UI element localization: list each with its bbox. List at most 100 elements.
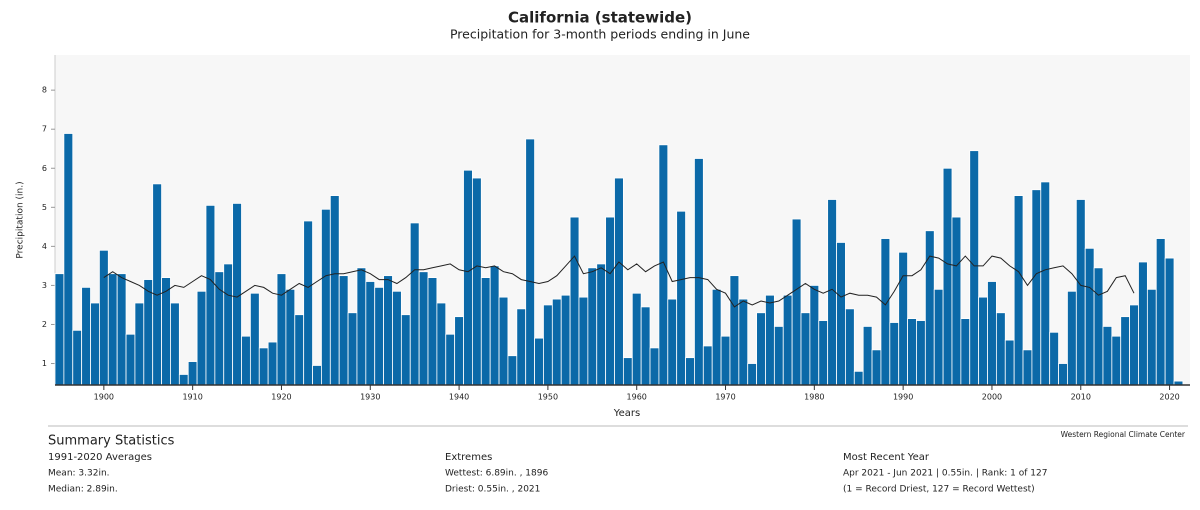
bar — [1004, 339, 1015, 386]
x-tick-label: 1910 — [182, 393, 202, 402]
bar — [516, 308, 527, 386]
bar — [303, 220, 313, 386]
y-tick-label: 3 — [42, 281, 47, 290]
bar — [276, 273, 287, 386]
bar — [933, 288, 944, 386]
chart-subtitle: Precipitation for 3-month periods ending… — [450, 27, 750, 42]
bar — [454, 316, 464, 386]
bar — [232, 203, 242, 386]
bar — [152, 183, 162, 386]
bar — [392, 290, 402, 386]
y-tick-label: 4 — [42, 242, 47, 251]
bar — [1040, 181, 1051, 386]
bar — [205, 204, 216, 386]
bar — [54, 273, 65, 386]
bar — [72, 329, 83, 386]
bar — [223, 263, 234, 386]
y-tick-label: 6 — [42, 164, 47, 173]
bar — [809, 285, 820, 386]
bar — [916, 320, 926, 386]
bar — [418, 271, 429, 386]
bar — [765, 294, 775, 386]
bar — [738, 298, 749, 386]
bar — [400, 314, 411, 386]
x-tick-label: 1950 — [538, 393, 558, 402]
bar — [578, 296, 589, 386]
summary-line: Driest: 0.55in. , 2021 — [445, 485, 540, 495]
bar — [1093, 267, 1104, 386]
bar — [1155, 238, 1166, 386]
bar — [143, 279, 154, 386]
x-tick-label: 1980 — [804, 393, 824, 402]
bar — [1146, 288, 1157, 386]
bar — [1138, 261, 1148, 386]
bar — [1058, 363, 1068, 386]
bar — [445, 333, 456, 386]
bar — [383, 275, 393, 386]
summary-heading: Extremes — [445, 452, 492, 463]
summary-title: Summary Statistics — [48, 434, 175, 449]
y-tick-label: 8 — [42, 86, 47, 95]
bar — [534, 337, 544, 386]
bar — [196, 290, 207, 386]
x-tick-label: 2010 — [1071, 393, 1091, 402]
bar — [942, 167, 953, 386]
bar — [871, 349, 882, 386]
bar — [1049, 331, 1059, 386]
bar — [134, 302, 145, 386]
bar — [845, 308, 855, 386]
bar — [596, 263, 607, 386]
bar — [1164, 257, 1175, 386]
x-tick-label: 1920 — [271, 393, 291, 402]
bar — [587, 267, 598, 386]
bar — [951, 216, 962, 386]
summary-line: Apr 2021 - Jun 2021 | 0.55in. | Rank: 1 … — [843, 469, 1047, 479]
x-tick-label: 2020 — [1159, 393, 1179, 402]
bar — [161, 277, 171, 386]
x-axis-label: Years — [613, 408, 640, 419]
bar — [614, 177, 624, 386]
bar — [347, 312, 358, 386]
bar — [960, 318, 971, 386]
x-tick-label: 1970 — [715, 393, 735, 402]
bar — [356, 267, 367, 386]
bar — [836, 242, 846, 386]
x-tick-label: 1960 — [627, 393, 647, 402]
x-tick-label: 1900 — [94, 393, 114, 402]
bar — [605, 216, 615, 386]
y-tick-label: 5 — [42, 203, 47, 212]
bar — [409, 222, 420, 386]
bar — [711, 288, 722, 386]
bar — [1067, 290, 1077, 386]
y-tick-label: 1 — [42, 359, 47, 368]
summary-heading: Most Recent Year — [843, 452, 930, 463]
chart-title: California (statewide) — [508, 9, 692, 27]
y-tick-label: 2 — [42, 320, 47, 329]
bar — [907, 318, 917, 386]
y-axis-label: Precipitation (in.) — [16, 181, 26, 258]
x-tick-label: 1990 — [893, 393, 913, 402]
bar — [631, 292, 642, 386]
bar — [90, 302, 100, 386]
bar — [649, 347, 660, 386]
bar — [987, 281, 997, 386]
bar — [729, 275, 740, 386]
bar — [853, 370, 864, 386]
bar — [480, 277, 491, 386]
bar — [1031, 189, 1042, 386]
bar — [463, 169, 473, 386]
bar — [569, 216, 580, 386]
bar — [1111, 335, 1122, 386]
bar — [747, 363, 758, 386]
bar — [63, 133, 74, 386]
bar — [702, 345, 713, 386]
bar — [267, 341, 278, 386]
bar — [258, 347, 269, 386]
bar — [329, 195, 340, 386]
bar — [667, 298, 678, 386]
bar — [472, 177, 482, 386]
bar — [658, 144, 669, 386]
bar — [551, 298, 562, 386]
bar — [685, 357, 695, 386]
bar — [978, 296, 988, 386]
